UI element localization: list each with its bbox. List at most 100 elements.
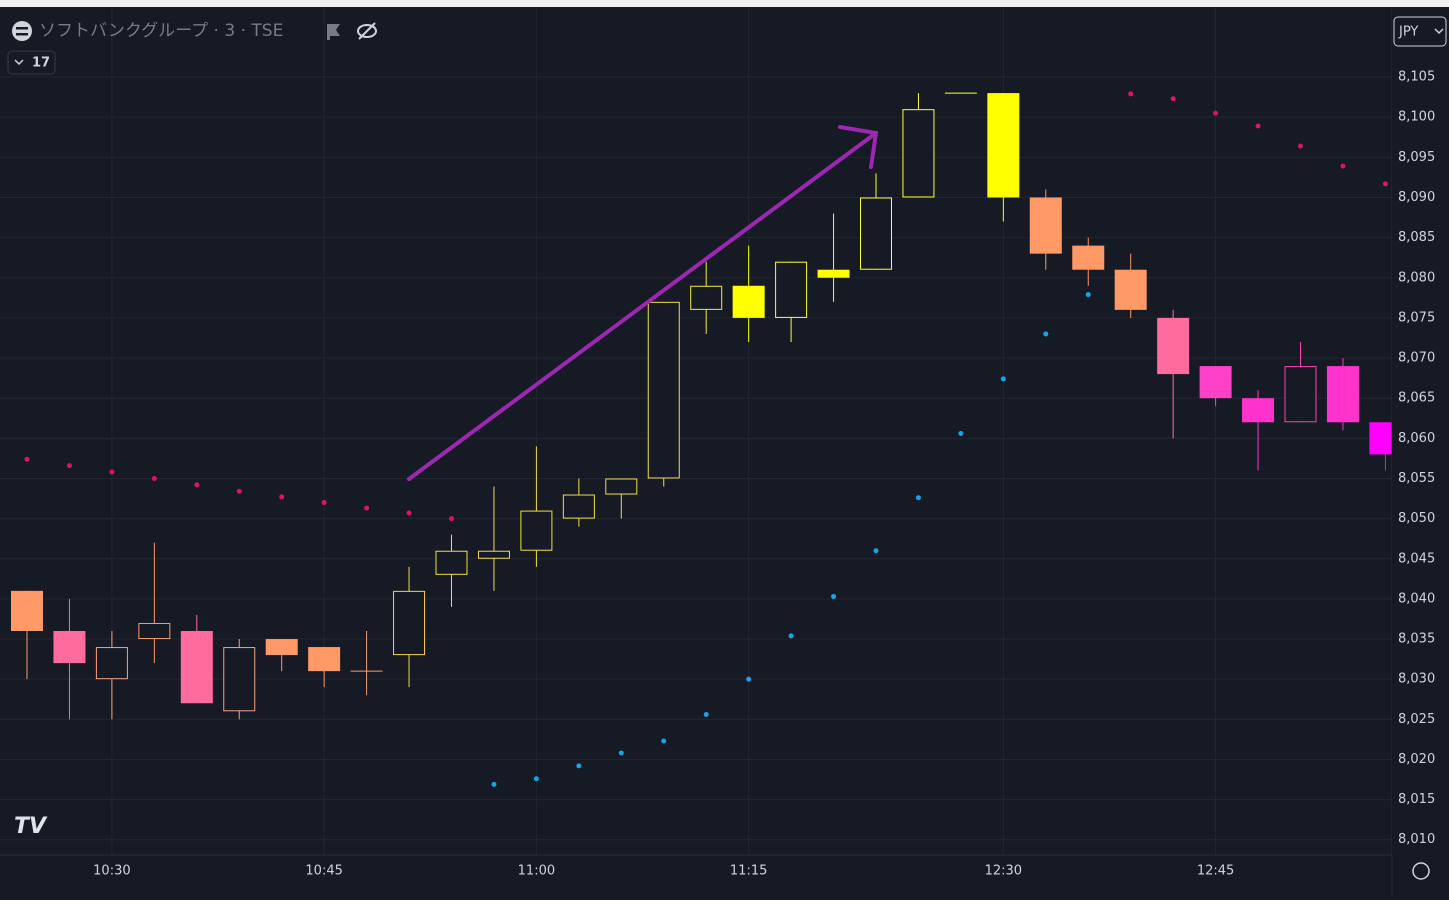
visibility-icon[interactable] <box>357 22 377 40</box>
candle-body <box>775 261 808 318</box>
candle-body <box>435 550 468 575</box>
candle-body <box>223 647 256 712</box>
arrow-line <box>407 131 878 481</box>
y-tick-label: 8,030 <box>1398 672 1435 687</box>
sar-dot <box>873 548 879 554</box>
candle-body <box>1114 269 1147 310</box>
candle-body <box>987 93 1020 198</box>
x-tick-label: 11:15 <box>730 864 767 879</box>
sar-dot <box>1000 376 1006 382</box>
y-tick-label: 8,070 <box>1398 351 1435 366</box>
sar-dot <box>109 469 115 475</box>
sar-dot <box>703 712 709 718</box>
arrow-head <box>838 125 879 169</box>
candle-body <box>562 494 595 519</box>
sar-dot <box>194 482 200 488</box>
candle-body <box>690 285 723 310</box>
y-tick-label: 8,075 <box>1398 310 1435 325</box>
sar-dot <box>746 676 752 682</box>
badge-count: 17 <box>32 56 50 71</box>
candle-body <box>860 197 892 270</box>
y-tick-label: 8,015 <box>1398 792 1435 807</box>
sar-dot <box>151 475 157 481</box>
sar-dot <box>831 593 837 599</box>
sar-dot <box>915 495 921 501</box>
y-tick-label: 8,045 <box>1398 551 1435 566</box>
axes: 8,010 8,015 8,020 8,025 8,030 8,035 8,040 8,045… <box>93 70 1435 879</box>
sar-dot <box>491 781 497 787</box>
sar-dot <box>236 488 242 494</box>
y-tick-label: 8,020 <box>1398 752 1435 767</box>
sar-dot <box>958 431 964 437</box>
currency-chevron <box>1434 28 1444 35</box>
y-tick-label: 8,040 <box>1398 591 1435 606</box>
sar-dot <box>1255 123 1261 129</box>
candle-body <box>11 590 43 632</box>
candle-body <box>1199 366 1232 399</box>
candle-body <box>1242 398 1275 423</box>
x-tick-label: 12:30 <box>985 864 1022 879</box>
sar-dot <box>1298 143 1303 149</box>
y-tick-label: 8,095 <box>1398 150 1435 165</box>
candle-body <box>1157 317 1190 375</box>
candle-body <box>265 639 298 656</box>
candle-body <box>605 478 638 495</box>
eye-slash <box>358 22 376 40</box>
sar-dot <box>449 516 454 522</box>
indicator-badge[interactable] <box>7 50 56 75</box>
candle-body <box>138 622 171 640</box>
sar-dot <box>1340 163 1346 169</box>
candle-body <box>732 285 765 318</box>
sar-dot <box>321 500 327 506</box>
sar-dot <box>1382 181 1388 187</box>
chevron <box>14 59 24 66</box>
menu-icon-bar <box>16 33 28 36</box>
candle-body <box>1284 366 1317 423</box>
sar-dot <box>788 633 794 639</box>
arrow-drawing[interactable] <box>407 125 879 481</box>
y-tick-label: 8,100 <box>1398 110 1435 125</box>
candle-body <box>1029 197 1062 254</box>
settings-icon[interactable] <box>1412 862 1430 880</box>
y-tick-label: 8,025 <box>1398 712 1435 727</box>
candle-body <box>53 631 86 664</box>
sar-dot <box>576 763 582 769</box>
candle-body <box>180 631 213 704</box>
price-axis <box>1392 7 1449 855</box>
candle-body <box>1326 366 1359 423</box>
currency-button[interactable] <box>1393 16 1447 47</box>
candle-body <box>520 510 553 551</box>
candle-body <box>308 647 341 672</box>
x-tick-label: 12:45 <box>1197 864 1234 879</box>
y-tick-label: 8,085 <box>1398 230 1435 245</box>
logo[interactable]: TV <box>14 814 48 839</box>
y-tick-label: 8,090 <box>1398 190 1435 205</box>
x-tick-label: 11:00 <box>518 864 555 879</box>
x-tick-label: 10:45 <box>305 864 342 879</box>
sar-dot <box>24 456 30 462</box>
symbol-title: ソフトバンクグループ · 3 · TSE <box>39 21 283 41</box>
sar-dot <box>1085 292 1091 298</box>
candle-body <box>902 109 935 198</box>
sar-dot <box>618 750 624 756</box>
y-tick-label: 8,080 <box>1398 270 1435 285</box>
y-tick-label: 8,055 <box>1398 471 1435 486</box>
top-border <box>0 0 1449 7</box>
candle-body <box>95 647 128 680</box>
candle-body <box>477 550 510 559</box>
menu-icon[interactable] <box>12 21 32 41</box>
y-tick-label: 8,010 <box>1398 832 1435 847</box>
sar-dot <box>1213 110 1219 116</box>
sar-dot <box>279 494 285 500</box>
sar-dot <box>364 505 370 511</box>
y-tick-label: 8,105 <box>1398 70 1435 85</box>
candle-body <box>393 590 426 656</box>
candle-body <box>817 269 850 278</box>
y-tick-label: 8,035 <box>1398 632 1435 647</box>
menu-icon-bar <box>16 27 28 30</box>
eye <box>357 24 377 38</box>
flag-icon[interactable] <box>327 24 340 40</box>
sar-dot <box>1043 331 1049 337</box>
